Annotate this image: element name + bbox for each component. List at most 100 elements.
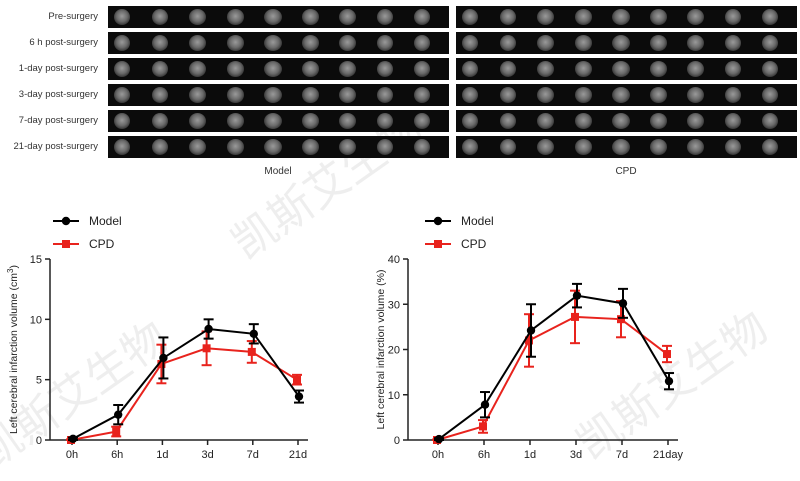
x-tick-label: 6h xyxy=(478,449,490,461)
mri-strip xyxy=(456,32,797,54)
brain-slice xyxy=(687,35,704,51)
y-axis-label-end: ) xyxy=(8,265,20,269)
mri-row-label: 7-day post-surgery xyxy=(18,115,98,126)
brain-slice xyxy=(574,113,592,129)
brain-slice xyxy=(537,139,554,155)
brain-slice xyxy=(264,61,282,77)
mri-strip xyxy=(108,136,449,158)
brain-slice xyxy=(574,9,592,25)
brain-slice xyxy=(499,61,516,77)
x-tick-label: 1d xyxy=(156,449,168,461)
brain-slice xyxy=(462,61,478,77)
brain-slice xyxy=(226,35,244,51)
data-point-cpd xyxy=(617,315,625,324)
legend-marker xyxy=(434,240,442,248)
chart-infarction-volume-percent: 0 10 20 30 40 0h 6h 1d 3d 7d 21day Left cerebral in… xyxy=(375,214,683,461)
brain-slice xyxy=(724,113,741,129)
brain-slice xyxy=(462,9,478,25)
mri-strip xyxy=(108,32,449,54)
mri-strip xyxy=(456,58,797,80)
data-point-cpd xyxy=(479,422,487,431)
y-axis-label-main: Left cerebral infarction volume (cm xyxy=(8,273,20,434)
brain-slice xyxy=(339,35,356,51)
x-tick-label: 0h xyxy=(432,449,444,461)
brain-slice xyxy=(301,9,319,25)
brain-slice xyxy=(649,61,667,77)
mri-panel-model xyxy=(108,6,449,160)
brain-slice xyxy=(687,87,704,103)
brain-slice xyxy=(189,87,206,103)
brain-slice xyxy=(687,139,704,155)
brain-slice xyxy=(264,87,282,103)
x-tick-label: 7d xyxy=(616,449,628,461)
mri-row-label: 6 h post-surgery xyxy=(29,37,98,48)
mri-row-label: 3-day post-surgery xyxy=(18,89,98,100)
brain-slice xyxy=(151,61,168,77)
brain-slice xyxy=(612,9,630,25)
brain-slice xyxy=(414,35,430,51)
brain-slice xyxy=(226,61,244,77)
data-point-cpd xyxy=(157,359,166,368)
y-tick-label: 5 xyxy=(36,375,42,387)
brain-slice xyxy=(414,61,430,77)
series-line-cpd xyxy=(436,315,668,441)
brain-slice xyxy=(762,113,778,129)
brain-slice xyxy=(189,139,206,155)
brain-slice xyxy=(499,139,516,155)
brain-slice xyxy=(462,35,478,51)
y-tick-label: 0 xyxy=(394,435,400,447)
brain-slice xyxy=(414,9,430,25)
brain-slice xyxy=(462,139,478,155)
brain-slice xyxy=(226,113,244,129)
brain-slice xyxy=(574,35,592,51)
data-point-model xyxy=(618,299,628,308)
brain-slice xyxy=(724,139,741,155)
panel-caption-model: Model xyxy=(264,166,292,177)
legend-label-model: Model xyxy=(461,214,494,228)
brain-slice xyxy=(151,113,168,129)
brain-slice xyxy=(762,139,778,155)
brain-slice xyxy=(499,35,516,51)
series-line-cpd xyxy=(70,347,298,441)
mri-strip xyxy=(108,110,449,132)
brain-slice xyxy=(151,35,168,51)
brain-slice xyxy=(724,87,741,103)
y-tick-label: 0 xyxy=(36,435,42,447)
brain-slice xyxy=(189,61,206,77)
y-tick-label: 15 xyxy=(30,254,42,266)
brain-slice xyxy=(189,9,206,25)
brain-slice xyxy=(762,35,778,51)
brain-slice xyxy=(762,87,778,103)
brain-slice xyxy=(414,113,430,129)
y-axis-label: Left cerebral infarction volume (cm3) xyxy=(6,265,20,434)
x-tick-label: 0h xyxy=(66,449,78,461)
mri-row-label: Pre-surgery xyxy=(48,11,98,22)
mri-strip xyxy=(456,110,797,132)
brain-slice xyxy=(264,113,282,129)
brain-slice xyxy=(612,87,630,103)
brain-slice xyxy=(339,113,356,129)
brain-slice xyxy=(612,61,630,77)
x-tick-label: 3d xyxy=(201,449,213,461)
brain-slice xyxy=(189,35,206,51)
brain-slice xyxy=(649,139,667,155)
brain-slice xyxy=(114,61,130,77)
brain-slice xyxy=(537,113,554,129)
panel-caption-cpd: CPD xyxy=(615,166,637,177)
brain-slice xyxy=(114,35,130,51)
y-tick-label: 40 xyxy=(388,254,400,266)
mri-strip xyxy=(108,58,449,80)
series-line-model xyxy=(72,327,300,440)
brain-slice xyxy=(114,87,130,103)
y-axis-label-sup: 3 xyxy=(6,268,15,273)
data-point-cpd xyxy=(247,347,256,356)
brain-slice xyxy=(762,61,778,77)
y-tick-label: 10 xyxy=(388,390,400,402)
data-point-cpd xyxy=(525,336,533,345)
mri-strip xyxy=(108,6,449,28)
x-tick-label: 3d xyxy=(570,449,582,461)
brain-slice xyxy=(724,9,741,25)
data-point-model xyxy=(526,326,536,335)
data-point-model xyxy=(68,434,78,443)
data-point-model xyxy=(434,434,444,444)
